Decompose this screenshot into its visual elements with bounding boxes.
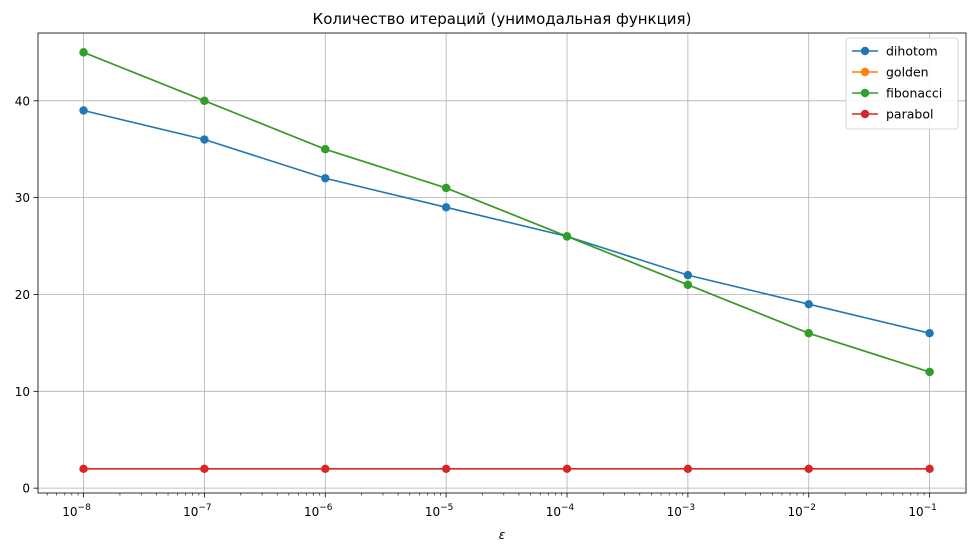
data-point-parabol: [683, 464, 693, 473]
data-point-fibonacci: [683, 280, 693, 289]
data-point-dihotom: [925, 329, 934, 338]
x-tick-label: 10−5: [425, 503, 454, 519]
y-tick-label: 40: [15, 94, 30, 108]
series-line-fibonacci: [83, 51, 930, 373]
data-point-parabol: [321, 464, 330, 473]
legend-marker-golden: [860, 67, 870, 77]
legend-label-dihotom: dihotom: [886, 44, 938, 59]
data-point-parabol: [200, 464, 209, 473]
x-tick-label: 10−7: [183, 503, 212, 519]
data-point-parabol: [441, 464, 451, 473]
data-point-fibonacci: [200, 96, 209, 105]
data-point-fibonacci: [441, 183, 451, 193]
data-point-parabol: [79, 464, 88, 473]
chart-title: Количество итераций (унимодальная функци…: [313, 10, 692, 28]
data-point-dihotom: [683, 270, 693, 280]
y-tick-label: 30: [15, 191, 30, 205]
legend-marker-parabol: [860, 109, 870, 119]
data-point-fibonacci: [925, 367, 934, 377]
x-tick-label: 10−6: [304, 503, 333, 519]
legend-marker-fibonacci: [860, 88, 870, 98]
y-tick-label: 0: [22, 482, 30, 496]
data-point-fibonacci: [562, 232, 572, 241]
legend-label-golden: golden: [886, 65, 929, 80]
x-tick-label: 10−1: [908, 503, 937, 519]
data-point-fibonacci: [321, 145, 330, 154]
data-point-dihotom: [321, 174, 330, 183]
series-line-dihotom: [83, 109, 930, 334]
data-point-dihotom: [441, 203, 451, 212]
data-point-dihotom: [200, 135, 209, 144]
data-point-dihotom: [79, 106, 88, 115]
data-point-fibonacci: [79, 48, 88, 57]
legend-marker-dihotom: [860, 46, 870, 56]
x-tick-label: 10−2: [787, 503, 816, 519]
data-point-dihotom: [804, 299, 813, 309]
data-point-parabol: [804, 464, 813, 473]
legend: [845, 37, 959, 130]
axes-frame: [37, 32, 967, 494]
data-point-fibonacci: [804, 329, 813, 338]
x-tick-label: 10−3: [667, 503, 696, 519]
legend-label-parabol: parabol: [886, 107, 933, 122]
x-axis-label: ε: [499, 528, 506, 542]
data-point-parabol: [925, 464, 934, 473]
x-tick-label: 10−4: [546, 503, 575, 519]
plot-area: 10−8 10−7 10−6 10−5 10−4 10−3 10−2 10−1 0 10 20 30 4…: [15, 32, 967, 519]
data-point-parabol: [562, 464, 572, 473]
x-tick-label: 10−8: [62, 503, 91, 519]
y-tick-label: 10: [15, 385, 30, 399]
legend-label-fibonacci: fibonacci: [886, 86, 942, 101]
y-tick-label: 20: [15, 288, 30, 302]
